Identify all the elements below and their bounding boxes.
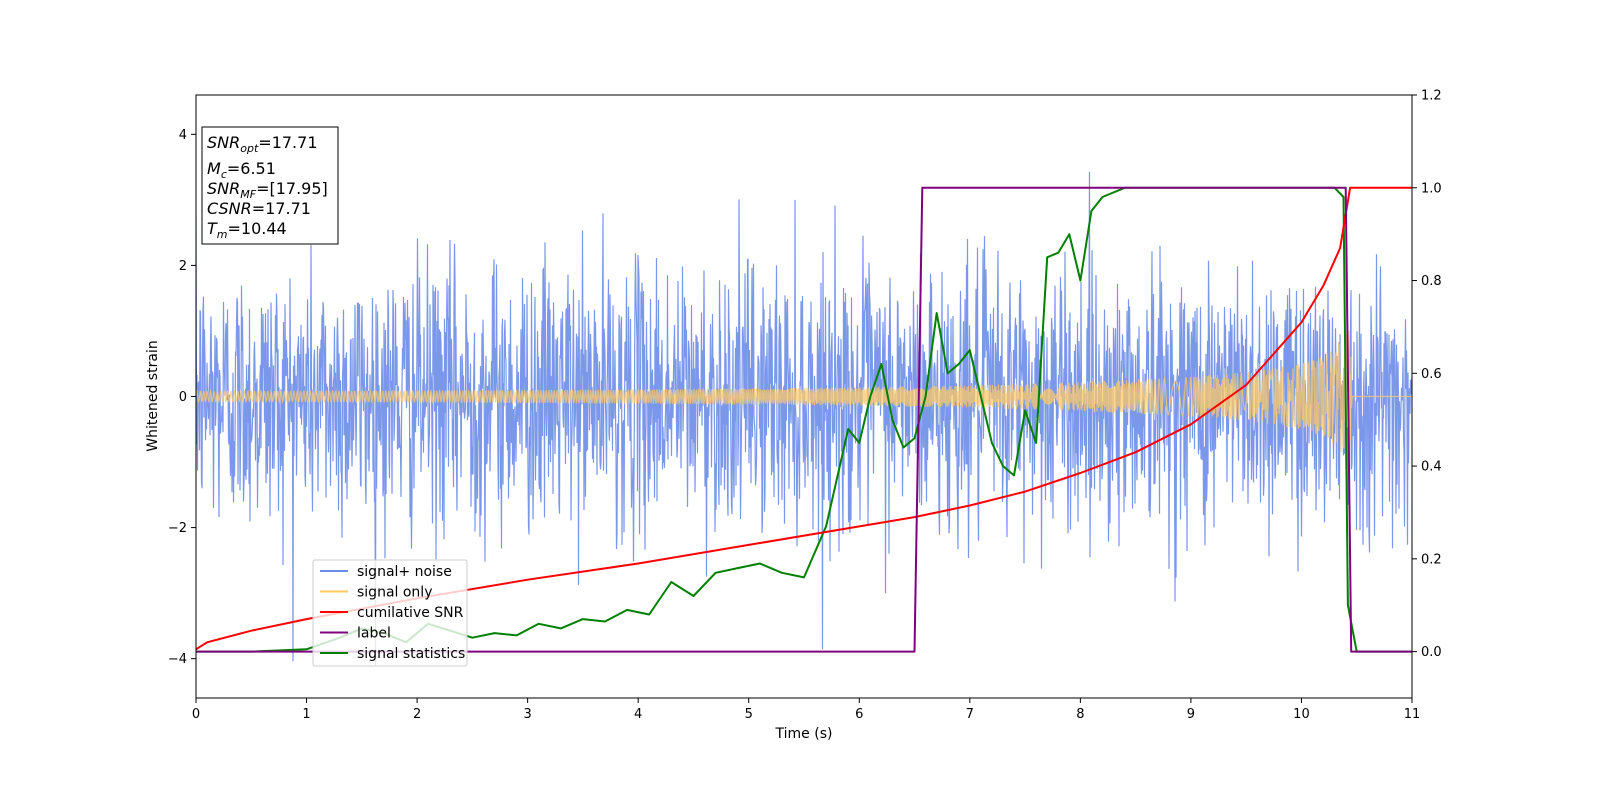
x-tick-label: 8	[1076, 707, 1084, 722]
signal-only-series	[196, 330, 1412, 464]
mc-text: Mc=6.51	[207, 159, 276, 181]
legend-label-label: label	[357, 626, 391, 642]
x-axis-label: Time (s)	[775, 726, 833, 742]
signal-plus-noise-line	[196, 171, 1412, 666]
legend: signal+ noise signal only cumilative SNR la…	[312, 559, 468, 667]
snr-opt-sub: opt	[240, 142, 259, 155]
info-box-frame	[201, 126, 339, 245]
snr-mf-value: =[17.95]	[256, 179, 328, 198]
snr-mf-base: SNR	[207, 179, 240, 198]
tm-base: T	[207, 219, 218, 238]
right-y-tick-label: 0.2	[1421, 552, 1442, 567]
x-tick-label: 0	[192, 707, 200, 722]
snr-opt-base: SNR	[207, 133, 240, 152]
legend-frame	[312, 559, 468, 667]
x-tick-label: 2	[413, 707, 421, 722]
csnr-base: CSNR	[207, 199, 252, 218]
right-y-tick-label: 0.8	[1421, 274, 1442, 289]
mc-base: M	[207, 159, 221, 178]
tm-value: =10.44	[228, 219, 287, 238]
x-tick-label: 1	[302, 707, 310, 722]
mc-value: =6.51	[227, 159, 276, 178]
left-y-tick-label: −4	[168, 652, 187, 667]
left-y-tick-label: 0	[179, 390, 187, 405]
csnr-text: CSNR=17.71	[207, 199, 311, 218]
mc-sub: c	[221, 168, 227, 181]
snr-opt-value: =17.71	[258, 133, 317, 152]
info-box: SNRopt=17.71 Mc=6.51 SNRMF=[17.95] CSNR=…	[201, 126, 339, 245]
x-tick-label: 3	[523, 707, 531, 722]
x-tick-label: 9	[1187, 707, 1195, 722]
snr-mf-sub: MF	[240, 188, 256, 201]
right-y-axis: 1.2 1.0 0.8 0.6 0.4 0.2 0.0	[1412, 89, 1442, 660]
csnr-value: =17.71	[252, 199, 311, 218]
legend-label-signal-statistics: signal statistics	[357, 646, 465, 662]
x-tick-label: 10	[1293, 707, 1310, 722]
right-y-tick-label: 0.6	[1421, 367, 1442, 382]
snr-opt-text: SNRopt=17.71	[207, 133, 318, 155]
x-tick-label: 11	[1404, 707, 1421, 722]
right-y-tick-label: 1.0	[1421, 181, 1442, 196]
legend-label-signal-only: signal only	[357, 585, 432, 601]
legend-label-signal-noise: signal+ noise	[357, 564, 452, 580]
tm-text: Tm=10.44	[207, 219, 287, 241]
signal-statistics-line	[196, 186, 1412, 653]
right-y-tick-label: 0.0	[1421, 645, 1442, 660]
label-line	[196, 186, 1412, 653]
legend-label-cumilative-snr: cumilative SNR	[357, 605, 464, 621]
x-tick-label: 5	[745, 707, 753, 722]
left-y-tick-label: 4	[179, 128, 187, 143]
tm-sub: m	[217, 228, 228, 241]
signal-only-line	[196, 330, 1412, 464]
snr-mf-text: SNRMF=[17.95]	[207, 179, 328, 201]
left-y-axis-label: Whitened strain	[145, 340, 161, 451]
right-y-tick-label: 0.4	[1421, 460, 1442, 475]
x-tick-label: 6	[855, 707, 863, 722]
right-y-tick-label: 1.2	[1421, 89, 1442, 104]
left-y-tick-label: 2	[179, 259, 187, 274]
x-axis: 0 1 2 3 4 5 6 7 8 9 10 11	[192, 698, 1420, 722]
left-y-axis: 4 2 0 −2 −4	[168, 128, 196, 667]
left-y-tick-label: −2	[168, 521, 187, 536]
x-tick-label: 7	[966, 707, 974, 722]
x-tick-label: 4	[634, 707, 642, 722]
signal-plus-noise-series	[196, 171, 1412, 666]
